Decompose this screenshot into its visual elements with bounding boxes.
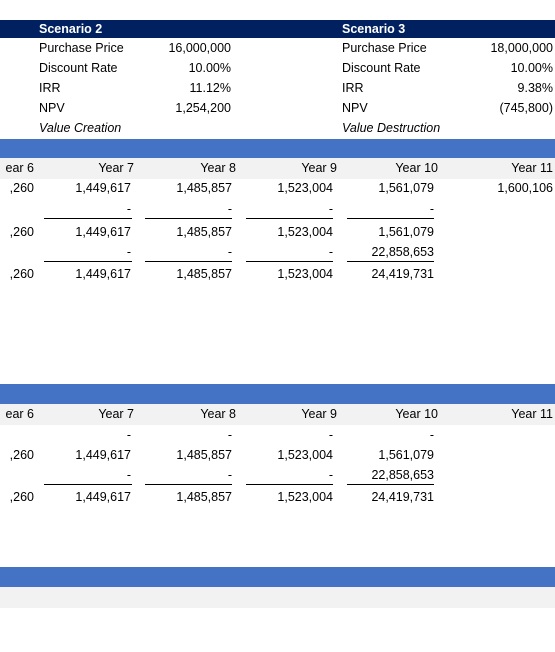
cell: 1,600,106 xyxy=(497,181,553,195)
column-header: Year 9 xyxy=(301,161,337,175)
column-header: Year 7 xyxy=(98,407,134,421)
column-header: Year 8 xyxy=(200,407,236,421)
cell: - xyxy=(126,245,131,259)
field-value: 10.00% xyxy=(188,61,231,75)
scenario-note: Value Creation xyxy=(39,121,122,135)
cell: 1,449,617 xyxy=(75,225,131,239)
cell: 1,523,004 xyxy=(277,225,333,239)
cell: 1,561,079 xyxy=(378,225,434,239)
cell: 1,485,857 xyxy=(176,490,232,504)
cell: 22,858,653 xyxy=(371,245,434,259)
scenario-title: Scenario 3 xyxy=(342,22,406,36)
field-label: Discount Rate xyxy=(342,61,421,75)
field-label: Purchase Price xyxy=(342,41,427,55)
underline xyxy=(246,484,333,485)
column-header: Year 11 xyxy=(511,161,553,175)
cell: 1,449,617 xyxy=(75,448,131,462)
column-header: Year 10 xyxy=(395,407,438,421)
section-band xyxy=(0,384,555,404)
field-value: (745,800) xyxy=(499,101,553,115)
header-band xyxy=(0,20,555,38)
cell: ,260 xyxy=(9,181,34,195)
cell: 1,485,857 xyxy=(176,225,232,239)
section-band xyxy=(0,567,555,587)
cell: - xyxy=(126,202,131,216)
cell: - xyxy=(126,428,131,442)
cell: - xyxy=(429,428,434,442)
cell: - xyxy=(126,468,131,482)
field-value: 11.12% xyxy=(189,81,231,95)
cell: 1,485,857 xyxy=(176,267,232,281)
cell: - xyxy=(328,428,333,442)
section-band xyxy=(0,139,555,158)
underline xyxy=(145,484,232,485)
footer-row xyxy=(0,587,555,608)
cell: - xyxy=(227,428,232,442)
cell: ,260 xyxy=(9,225,34,239)
cell: 1,523,004 xyxy=(277,267,333,281)
field-value: 16,000,000 xyxy=(168,41,231,55)
header-row xyxy=(0,158,555,179)
cell: 22,858,653 xyxy=(371,468,434,482)
field-label: IRR xyxy=(39,81,61,95)
underline xyxy=(246,261,333,262)
cell: 1,449,617 xyxy=(75,490,131,504)
underline xyxy=(44,218,132,219)
cell: - xyxy=(227,468,232,482)
column-header: ear 6 xyxy=(5,407,35,421)
field-label: NPV xyxy=(39,101,65,115)
underline xyxy=(347,484,434,485)
column-header: ear 6 xyxy=(5,161,35,175)
underline xyxy=(44,484,132,485)
cell: 1,523,004 xyxy=(277,181,333,195)
cell: - xyxy=(227,245,232,259)
cell: - xyxy=(227,202,232,216)
cell: 1,449,617 xyxy=(75,181,131,195)
cell: 1,485,857 xyxy=(176,181,232,195)
underline xyxy=(145,218,232,219)
column-header: Year 9 xyxy=(301,407,337,421)
scenario-title: Scenario 2 xyxy=(39,22,103,36)
column-header: Year 11 xyxy=(511,407,553,421)
field-label: Purchase Price xyxy=(39,41,124,55)
underline xyxy=(347,218,434,219)
cell: 1,523,004 xyxy=(277,448,333,462)
cell: 1,523,004 xyxy=(277,490,333,504)
scenario-note: Value Destruction xyxy=(342,121,441,135)
cell: - xyxy=(429,202,434,216)
underline xyxy=(44,261,132,262)
cell: 24,419,731 xyxy=(371,490,434,504)
field-label: Discount Rate xyxy=(39,61,118,75)
field-value: 9.38% xyxy=(517,81,553,95)
column-header: Year 8 xyxy=(200,161,236,175)
field-value: 10.00% xyxy=(510,61,553,75)
field-label: NPV xyxy=(342,101,368,115)
header-row xyxy=(0,404,555,425)
cell: - xyxy=(328,468,333,482)
field-value: 18,000,000 xyxy=(490,41,553,55)
cell: 1,485,857 xyxy=(176,448,232,462)
cell: - xyxy=(328,245,333,259)
cell: - xyxy=(328,202,333,216)
underline xyxy=(145,261,232,262)
cell: ,260 xyxy=(9,490,34,504)
field-value: 1,254,200 xyxy=(175,101,231,115)
cell: ,260 xyxy=(9,267,34,281)
underline xyxy=(246,218,333,219)
cell: 24,419,731 xyxy=(371,267,434,281)
column-header: Year 10 xyxy=(395,161,438,175)
cell: 1,449,617 xyxy=(75,267,131,281)
cell: 1,561,079 xyxy=(378,448,434,462)
cell: ,260 xyxy=(9,448,34,462)
field-label: IRR xyxy=(342,81,364,95)
underline xyxy=(347,261,434,262)
cell: 1,561,079 xyxy=(378,181,434,195)
column-header: Year 7 xyxy=(98,161,134,175)
